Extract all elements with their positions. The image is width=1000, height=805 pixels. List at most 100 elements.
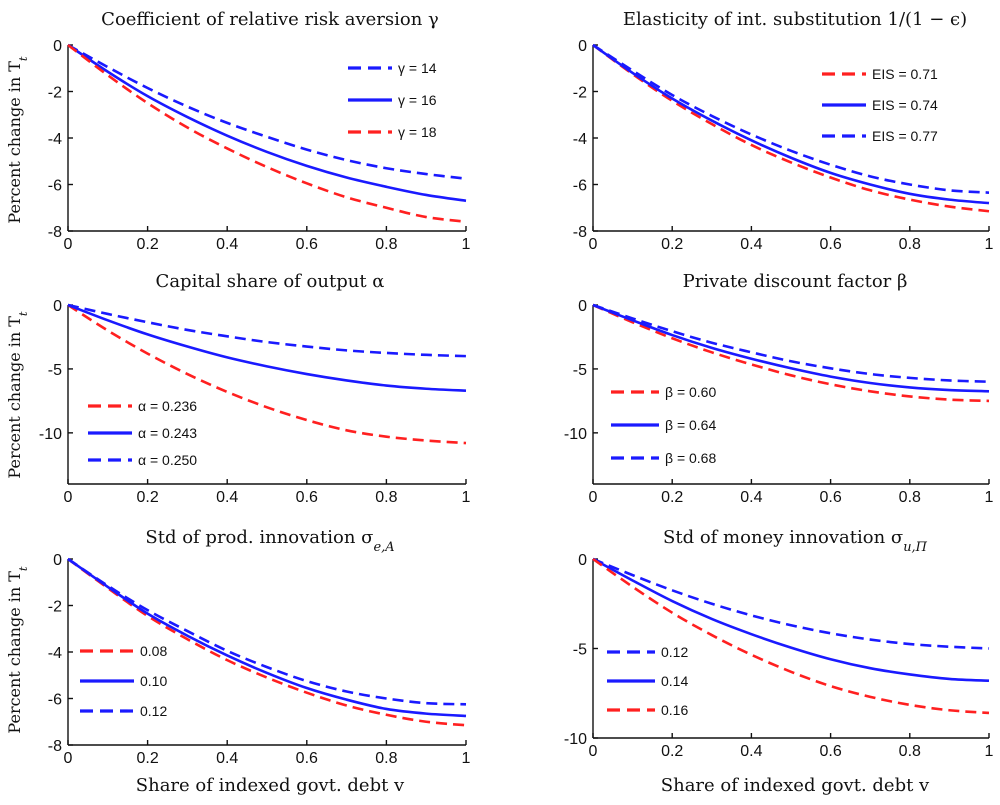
y-axis-label: Percent change in Tt [5, 56, 30, 224]
series-line-1 [67, 303, 467, 445]
y-tick-label: -8 [48, 738, 62, 755]
y-tick-label: 0 [53, 552, 62, 569]
chart-title: Std of money innovation σu,Π [663, 527, 928, 555]
y-tick-label: 0 [53, 38, 62, 55]
legend-label-3: β = 0.68 [665, 450, 716, 466]
legend-label-3: EIS = 0.77 [872, 128, 938, 144]
x-tick-label: 0 [589, 236, 598, 253]
y-tick-label: 0 [578, 298, 587, 315]
x-tick-label: 0.4 [740, 236, 762, 253]
y-tick-label: -5 [573, 642, 587, 659]
x-tick-label: 0.6 [819, 236, 841, 253]
chart-panel-5: Std of prod. innovation σe,A Percent chan… [5, 527, 471, 767]
series-line-3 [67, 303, 467, 358]
chart-panel-2: Elasticity of int. substitution 1/(1 − ϵ… [573, 9, 994, 253]
x-axis-caption-bottom-1: Share of indexed govt. debt v [136, 775, 405, 796]
legend-label-2: α = 0.243 [138, 425, 197, 441]
x-tick-label: 0.6 [819, 489, 841, 506]
series-line-2 [592, 303, 990, 393]
y-tick-label: -10 [39, 426, 62, 443]
y-axis-label: Percent change in Tt [5, 566, 30, 734]
x-tick-label: 0.8 [899, 743, 921, 760]
legend-label-3: γ = 18 [398, 124, 437, 140]
chart-panel-1: Coefficient of relative risk aversion γ P… [5, 9, 471, 253]
x-tick-label: 0.2 [661, 236, 683, 253]
y-tick-label: -10 [564, 731, 587, 748]
legend-label-1: γ = 14 [398, 60, 437, 76]
x-tick-label: 0.4 [216, 236, 238, 253]
legend-label-3: 0.12 [140, 703, 167, 719]
series-line-1 [67, 43, 467, 180]
legend-label-1: 0.08 [140, 643, 167, 659]
legend-label-2: 0.10 [140, 673, 167, 689]
legend-label-2: EIS = 0.74 [872, 97, 938, 113]
x-tick-label: 1 [462, 489, 471, 506]
x-tick-label: 0.2 [661, 489, 683, 506]
y-tick-label: -10 [564, 426, 587, 443]
x-tick-label: 1 [462, 236, 471, 253]
series-line-1 [592, 303, 990, 403]
y-tick-label: 0 [53, 298, 62, 315]
y-tick-label: -4 [48, 645, 62, 662]
chart-panel-3: Capital share of output α Percent change … [5, 271, 471, 506]
y-tick-label: 0 [578, 38, 587, 55]
series-line-2 [67, 303, 467, 392]
y-tick-label: -2 [48, 599, 62, 616]
legend-label-2: 0.14 [661, 673, 688, 689]
x-tick-label: 0.8 [375, 236, 397, 253]
x-tick-label: 0.4 [216, 489, 238, 506]
x-tick-label: 0.8 [899, 489, 921, 506]
series-line-2 [67, 557, 467, 718]
x-tick-label: 0.4 [740, 743, 762, 760]
x-tick-label: 0.2 [136, 236, 158, 253]
x-tick-label: 0.2 [136, 489, 158, 506]
series-line-2 [592, 557, 990, 683]
chart-title: Elasticity of int. substitution 1/(1 − ϵ… [623, 9, 967, 30]
x-tick-label: 0.6 [296, 236, 318, 253]
x-tick-label: 1 [985, 743, 994, 760]
x-tick-label: 1 [462, 750, 471, 767]
series-line-2 [67, 43, 467, 203]
series-line-3 [67, 557, 467, 706]
y-tick-label: -2 [48, 85, 62, 102]
series-line-3 [592, 43, 990, 194]
x-tick-label: 0.6 [296, 750, 318, 767]
x-tick-label: 0 [64, 489, 73, 506]
legend-label-2: β = 0.64 [665, 417, 716, 433]
legend-label-1: α = 0.236 [138, 398, 197, 414]
x-tick-label: 0.8 [899, 236, 921, 253]
chart-title: Coefficient of relative risk aversion γ [101, 9, 439, 30]
chart-title: Std of prod. innovation σe,A [145, 527, 394, 555]
series-line-1 [67, 557, 467, 727]
y-tick-label: -4 [48, 131, 62, 148]
series-line-3 [592, 557, 990, 715]
legend-label-3: α = 0.250 [138, 452, 197, 468]
x-tick-label: 0.8 [375, 489, 397, 506]
y-tick-label: -5 [573, 362, 587, 379]
chart-title: Private discount factor β [683, 271, 908, 292]
y-tick-label: -5 [48, 362, 62, 379]
y-tick-label: -6 [573, 178, 587, 195]
x-tick-label: 0.2 [661, 743, 683, 760]
x-tick-label: 0.2 [136, 750, 158, 767]
y-tick-label: -2 [573, 85, 587, 102]
chart-panel-4: Private discount factor β 0 0.2 0.4 0.6 0.8 1 0… [564, 271, 994, 506]
x-tick-label: 0.8 [375, 750, 397, 767]
x-tick-label: 0 [64, 750, 73, 767]
y-tick-label: -8 [573, 224, 587, 241]
legend-label-1: 0.12 [661, 644, 688, 660]
legend-label-3: 0.16 [661, 702, 688, 718]
y-axis-label: Percent change in Tt [5, 311, 30, 479]
x-tick-label: 0.6 [296, 489, 318, 506]
y-tick-label: -6 [48, 692, 62, 709]
x-tick-label: 0.4 [740, 489, 762, 506]
legend-label-1: β = 0.60 [665, 384, 716, 400]
legend-label-2: γ = 16 [398, 92, 437, 108]
y-tick-label: -8 [48, 224, 62, 241]
series-line-1 [592, 557, 990, 650]
y-tick-label: -6 [48, 178, 62, 195]
x-tick-label: 0.6 [819, 743, 841, 760]
y-tick-label: -4 [573, 131, 587, 148]
x-tick-label: 0 [64, 236, 73, 253]
